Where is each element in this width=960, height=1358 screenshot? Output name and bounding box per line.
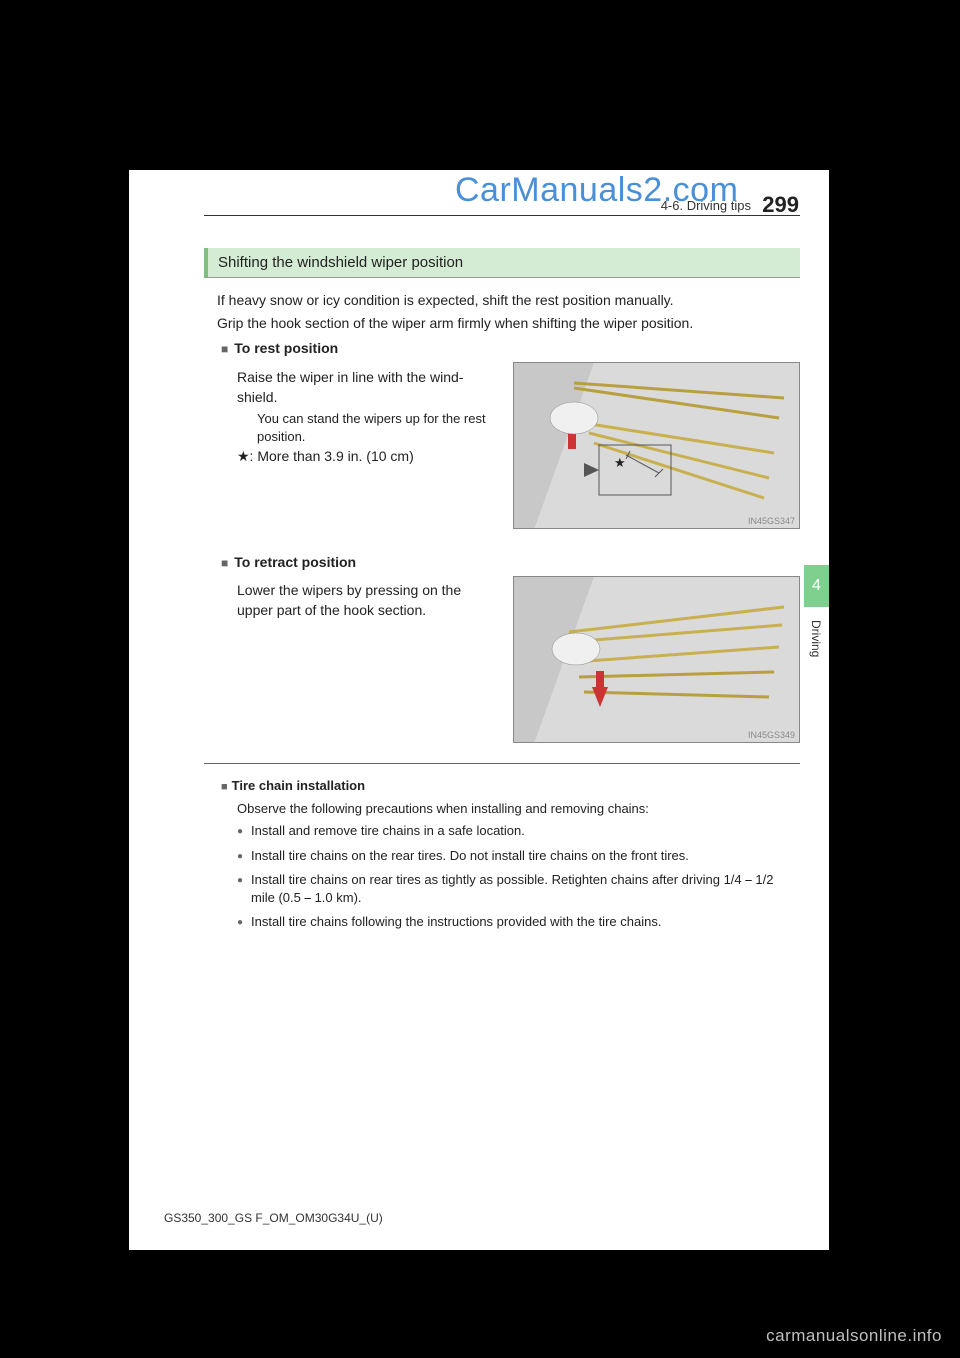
square-bullet-icon: ■ [221, 781, 228, 793]
figure-rest-position: ★ IN45GS347 [513, 362, 800, 529]
rest-position-note: You can stand the wipers up for the rest… [257, 410, 497, 446]
wiper-retract-illustration [514, 577, 800, 743]
intro-line-2: Grip the hook section of the wiper arm f… [217, 313, 693, 334]
bullet-dot-icon: ● [237, 847, 251, 865]
star-text: More than 3.9 in. (10 cm) [257, 448, 413, 464]
section-divider [204, 763, 800, 764]
bullet-item: ● Install tire chains on rear tires as t… [237, 871, 792, 906]
bullet-text: Install tire chains following the instru… [251, 913, 661, 931]
bullet-dot-icon: ● [237, 913, 251, 931]
manual-page: 4-6. Driving tips 299 Shifting the winds… [129, 170, 829, 1250]
bullet-text: Install tire chains on rear tires as tig… [251, 871, 792, 906]
bullet-item: ● Install and remove tire chains in a sa… [237, 822, 792, 840]
square-bullet-icon: ■ [221, 342, 228, 356]
wiper-rest-illustration: ★ [514, 363, 800, 529]
chapter-tab: 4 [804, 565, 829, 607]
bullet-dot-icon: ● [237, 871, 251, 906]
retract-position-heading-text: To retract position [234, 554, 356, 570]
chapter-side-label: Driving [809, 620, 823, 657]
retract-position-body: Lower the wipers by pressing on the uppe… [237, 580, 497, 621]
header-divider [204, 215, 800, 216]
figure-retract-position: IN45GS349 [513, 576, 800, 743]
rest-position-star: ★: More than 3.9 in. (10 cm) [237, 448, 414, 465]
rest-position-heading: ■ To rest position [221, 340, 338, 356]
footer-document-code: GS350_300_GS F_OM_OM30G34U_(U) [164, 1211, 383, 1225]
svg-text:★: ★ [614, 455, 626, 470]
tire-chain-intro: Observe the following precautions when i… [237, 800, 797, 818]
tire-chain-bullets: ● Install and remove tire chains in a sa… [237, 822, 792, 938]
tire-chain-heading: ■ Tire chain installation [221, 778, 365, 793]
watermark-bottom: carmanualsonline.info [766, 1326, 942, 1346]
retract-position-heading: ■ To retract position [221, 554, 356, 570]
figure-label-2: IN45GS349 [748, 730, 795, 740]
bullet-item: ● Install tire chains on the rear tires.… [237, 847, 792, 865]
watermark-top: CarManuals2.com [455, 171, 738, 210]
bullet-item: ● Install tire chains following the inst… [237, 913, 792, 931]
section-heading: Shifting the windshield wiper position [204, 248, 800, 278]
bullet-text: Install tire chains on the rear tires. D… [251, 847, 689, 865]
rest-position-body: Raise the wiper in line with the wind-sh… [237, 367, 497, 408]
tire-chain-heading-text: Tire chain installation [232, 778, 365, 793]
intro-line-1: If heavy snow or icy condition is expect… [217, 290, 674, 311]
square-bullet-icon: ■ [221, 556, 228, 570]
rest-position-heading-text: To rest position [234, 340, 338, 356]
star-label: ★: [237, 448, 253, 464]
figure-label-1: IN45GS347 [748, 516, 795, 526]
bullet-text: Install and remove tire chains in a safe… [251, 822, 525, 840]
bullet-dot-icon: ● [237, 822, 251, 840]
